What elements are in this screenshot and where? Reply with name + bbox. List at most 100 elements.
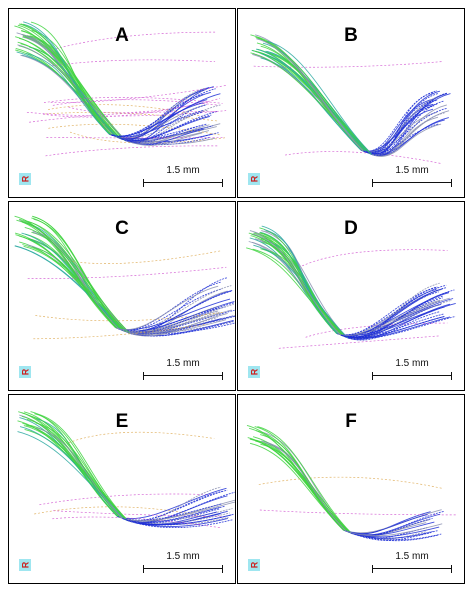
- fiber-streamline: [350, 527, 427, 539]
- fiber-streamline: [337, 297, 451, 336]
- figure-row-1: A R 1.5 mm B R 1.5 mm: [8, 8, 468, 198]
- panel-label-d: D: [344, 218, 358, 239]
- orientation-marker-icon: R: [19, 366, 31, 378]
- scale-bar-label: 1.5 mm: [395, 165, 429, 176]
- fiber-streamline: [45, 145, 218, 157]
- fiber-streamline: [250, 52, 366, 153]
- fiber-streamline: [305, 322, 448, 338]
- fiber-streamline: [23, 425, 129, 521]
- figure-row-3: E R 1.5 mm F R 1.5 mm: [8, 394, 468, 584]
- fiber-streamline: [26, 52, 110, 135]
- orientation-marker-icon: R: [248, 366, 260, 378]
- fiber-streamline: [340, 288, 444, 337]
- orientation-marker-icon: R: [19, 173, 31, 185]
- fiber-streamline: [345, 523, 443, 537]
- fiber-streamline: [127, 519, 233, 529]
- panel-c: C R 1.5 mm: [8, 201, 236, 391]
- fiber-streamline: [43, 97, 223, 104]
- scale-bar: 1.5 mm: [372, 551, 452, 573]
- fiber-streamline: [362, 99, 438, 153]
- fiber-streamline: [126, 304, 223, 335]
- fiber-streamline: [33, 218, 124, 331]
- fiber-streamline: [123, 505, 225, 524]
- fiber-streamline: [35, 427, 123, 519]
- fiber-streamline: [33, 323, 208, 340]
- fiber-tract-image-d: [246, 225, 456, 349]
- fiber-streamline: [371, 93, 448, 156]
- fiber-streamline: [340, 287, 447, 337]
- panel-e: E R 1.5 mm: [8, 394, 236, 584]
- fiber-streamline: [110, 109, 204, 138]
- scale-bar-label: 1.5 mm: [166, 165, 200, 176]
- fiber-streamline: [285, 151, 441, 164]
- fiber-streamline: [348, 517, 433, 536]
- fiber-streamline: [29, 111, 218, 123]
- fiber-streamline: [366, 108, 434, 155]
- fiber-streamline: [129, 313, 228, 337]
- panel-f: F R 1.5 mm: [237, 394, 465, 584]
- fiber-streamline: [68, 431, 215, 444]
- fiber-streamline: [120, 501, 235, 522]
- figure-row-2: C R 1.5 mm D R 1.5 mm: [8, 201, 468, 391]
- fiber-streamline: [257, 426, 352, 534]
- fiber-streamline: [371, 112, 445, 157]
- fiber-streamline: [56, 31, 216, 50]
- orientation-marker-icon: R: [248, 559, 260, 571]
- panel-label-a: A: [115, 25, 129, 46]
- fiber-streamline: [363, 123, 440, 154]
- fiber-streamline: [351, 532, 431, 541]
- fiber-streamline: [340, 302, 456, 338]
- fiber-streamline: [32, 246, 116, 328]
- fiber-streamline: [27, 266, 227, 279]
- fiber-streamline: [119, 114, 212, 142]
- fiber-streamline: [258, 476, 442, 489]
- panel-label-e: E: [115, 411, 129, 432]
- fiber-streamline: [125, 513, 235, 526]
- fiber-streamline: [344, 297, 443, 339]
- fiber-streamline: [246, 247, 342, 336]
- fiber-tract-image-a: [14, 21, 227, 157]
- fiber-streamline: [29, 46, 112, 136]
- fiber-streamline: [345, 286, 438, 339]
- panel-b: B R 1.5 mm: [237, 8, 465, 198]
- fiber-streamline: [26, 110, 227, 117]
- fiber-streamline: [47, 59, 216, 67]
- fiber-streamline: [68, 101, 211, 114]
- scale-bar: 1.5 mm: [143, 358, 223, 380]
- fiber-streamline: [278, 335, 441, 349]
- fiber-streamline: [47, 104, 209, 118]
- orientation-marker-icon: R: [19, 559, 31, 571]
- fiber-streamline: [121, 123, 208, 143]
- fiber-streamline: [117, 99, 208, 140]
- scale-bar: 1.5 mm: [372, 358, 452, 380]
- panel-a: A R 1.5 mm: [8, 8, 236, 198]
- orientation-marker-icon: R: [248, 173, 260, 185]
- fiber-streamline: [48, 123, 220, 136]
- fiber-streamline: [251, 49, 362, 151]
- scale-bar-label: 1.5 mm: [166, 551, 200, 562]
- fiber-streamline: [117, 503, 223, 521]
- scale-bar-label: 1.5 mm: [395, 358, 429, 369]
- fiber-streamline: [347, 303, 451, 340]
- fiber-streamline: [15, 234, 127, 333]
- fiber-streamline: [122, 506, 220, 523]
- fiber-streamline: [360, 93, 451, 152]
- fiber-streamline: [364, 100, 434, 154]
- panel-label-c: C: [115, 218, 129, 239]
- fiber-streamline: [252, 233, 342, 336]
- fiber-streamline: [249, 442, 345, 531]
- scale-bar-label: 1.5 mm: [166, 358, 200, 369]
- fiber-streamline: [115, 315, 235, 333]
- scale-bar-label: 1.5 mm: [395, 551, 429, 562]
- fiber-streamline: [267, 40, 373, 155]
- fiber-streamline: [336, 284, 447, 336]
- fiber-streamline: [35, 311, 224, 322]
- fiber-tract-image-e: [17, 411, 235, 529]
- fiber-streamline: [261, 440, 347, 532]
- fiber-streamline: [30, 411, 121, 518]
- scale-bar: 1.5 mm: [143, 165, 223, 187]
- fiber-streamline: [260, 57, 362, 151]
- fiber-streamline: [64, 250, 221, 264]
- fiber-streamline: [126, 132, 203, 146]
- fiber-tract-image-c: [14, 215, 235, 340]
